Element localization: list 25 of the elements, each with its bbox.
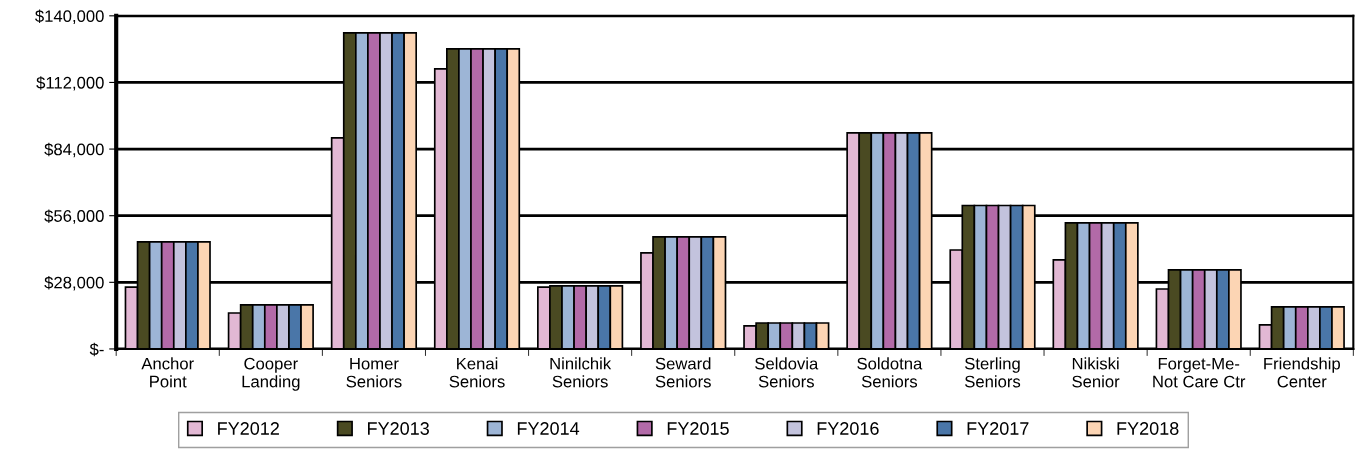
x-tick-label: Ninilchik Seniors [550, 357, 612, 388]
x-tick-label: Seldovia Seniors [755, 357, 819, 388]
y-tick-label: $140,000 [35, 9, 104, 24]
legend-label: FY2012 [218, 422, 279, 435]
legend-label: FY2015 [667, 422, 729, 435]
legend-label: FY2017 [967, 422, 1029, 435]
legend-label: FY2018 [1117, 422, 1179, 435]
x-tick-label: Forget-Me- Not Care Ctr [1153, 357, 1246, 388]
x-tick-label: Seward Seniors [655, 357, 711, 388]
x-tick-label: Anchor Point [141, 357, 194, 388]
y-tick-label: $28,000 [44, 276, 104, 291]
x-tick-label: Kenai Seniors [449, 357, 505, 388]
y-tick-label: $112,000 [36, 76, 104, 91]
x-tick-label: Sterling Seniors [965, 357, 1021, 388]
x-tick-label: Nikiski Senior [1072, 357, 1120, 388]
y-tick-label: $- [89, 342, 104, 357]
x-tick-label: Homer Seniors [346, 357, 402, 388]
x-tick-label: Cooper Landing [242, 357, 300, 391]
y-tick-label: $56,000 [44, 209, 104, 224]
x-tick-label: Friendship Center [1264, 357, 1340, 388]
y-tick-label: $84,000 [44, 142, 104, 158]
legend-label: FY2013 [368, 422, 429, 435]
legend-label: FY2016 [817, 422, 879, 435]
legend-label: FY2014 [517, 422, 580, 435]
x-tick-label: Soldotna Seniors [857, 357, 923, 388]
